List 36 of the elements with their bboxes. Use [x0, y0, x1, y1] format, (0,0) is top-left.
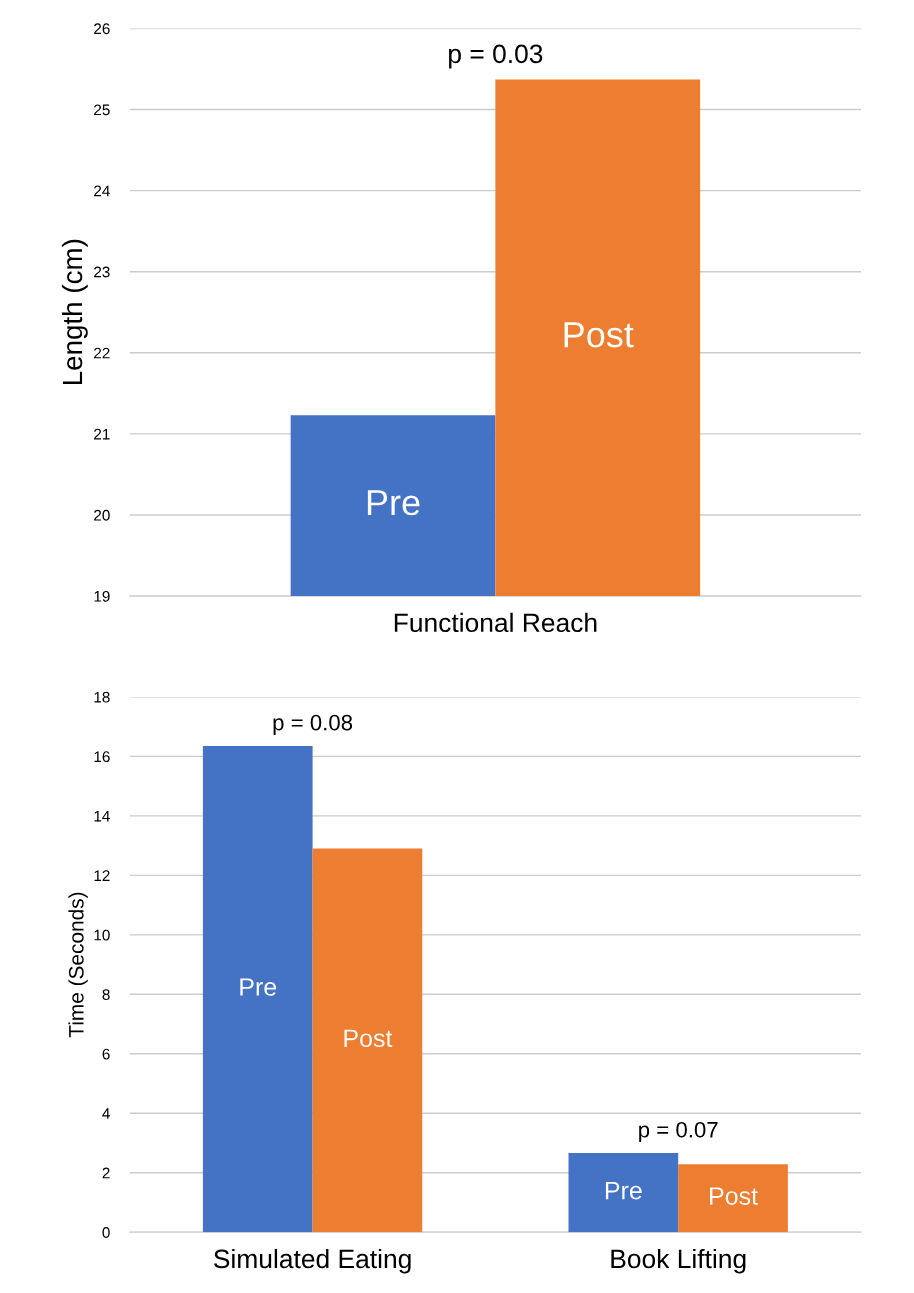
- y-tick-label: 4: [102, 1108, 110, 1119]
- y-tick-label: 8: [102, 989, 110, 1000]
- x-tick-label: Book Lifting: [611, 1248, 746, 1274]
- series-label: Post: [564, 322, 634, 348]
- series-label: Post: [710, 1187, 758, 1205]
- series-label: Pre: [605, 1181, 642, 1200]
- y-tick-label: 26: [94, 23, 110, 35]
- y-tick-label: 18: [94, 691, 110, 703]
- y-tick-label: 20: [94, 509, 110, 521]
- y-axis-title: Time (Seconds): [68, 892, 88, 1038]
- series-label: Pre: [367, 490, 420, 516]
- text: Post: [344, 1029, 393, 1048]
- bar: [678, 1164, 788, 1233]
- y-tick-label: 10: [94, 929, 110, 941]
- text: Pre: [240, 978, 277, 996]
- y-tick-label: 23: [94, 266, 110, 278]
- y-tick-label: 6: [102, 1048, 110, 1060]
- y-tick-label: 25: [94, 104, 110, 116]
- y-tick-label: 12: [94, 870, 110, 881]
- x-tick-label: Simulated Eating: [214, 1248, 411, 1274]
- annotation: p = 0.03: [449, 44, 543, 69]
- bar: [568, 1153, 679, 1233]
- y-tick-label: 22: [94, 347, 110, 359]
- y-tick-label: 14: [94, 810, 110, 822]
- annotation: p = 0.08: [273, 714, 353, 735]
- y-tick-label: 24: [94, 185, 110, 197]
- y-axis-title: Length (cm): [61, 239, 88, 385]
- y-tick-label: 16: [94, 751, 110, 763]
- y-tick-label: 21: [94, 428, 110, 440]
- y-tick-label: 2: [102, 1167, 110, 1179]
- x-tick-label: Functional Reach: [394, 612, 597, 633]
- bar: [312, 848, 423, 1233]
- annotation: p = 0.07: [639, 1121, 718, 1143]
- y-tick-label: 0: [102, 1227, 110, 1238]
- bar: [202, 746, 313, 1233]
- y-tick-label: 19: [94, 590, 110, 602]
